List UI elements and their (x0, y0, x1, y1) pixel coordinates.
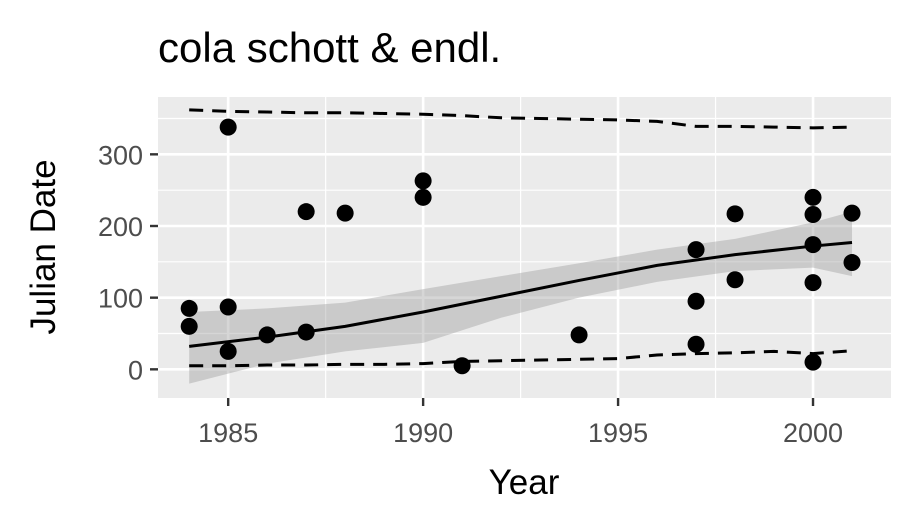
x-tick-label: 2000 (783, 418, 843, 448)
data-point (336, 204, 354, 222)
x-tick-label: 1995 (588, 418, 648, 448)
y-tick-label: 200 (98, 212, 143, 242)
x-tick-label: 1990 (393, 418, 453, 448)
data-point (687, 241, 705, 259)
data-point (726, 271, 744, 289)
data-point (453, 357, 471, 375)
axes: 1985 1990 1995 2000 0 100 200 300 (98, 140, 843, 448)
data-point (726, 205, 744, 223)
confidence-band-layer (189, 211, 853, 384)
y-axis-title: Julian Date (24, 159, 63, 334)
x-axis-title: Year (489, 463, 560, 502)
y-tick-label: 0 (128, 355, 143, 385)
data-point (414, 172, 432, 190)
data-point (180, 299, 198, 317)
data-point (219, 298, 237, 316)
data-point (180, 317, 198, 335)
chart-title: cola schott & endl. (158, 24, 501, 71)
data-point (570, 326, 588, 344)
data-point (414, 188, 432, 206)
data-point (297, 323, 315, 341)
data-point (687, 292, 705, 310)
data-point (804, 274, 822, 292)
data-point (219, 342, 237, 360)
x-tick-label: 1985 (198, 418, 258, 448)
data-point (219, 118, 237, 136)
y-tick-label: 100 (98, 284, 143, 314)
confidence-band (189, 211, 853, 384)
plot-panel (158, 97, 891, 398)
data-point (687, 335, 705, 353)
points-layer (180, 118, 861, 375)
data-point (843, 204, 861, 222)
data-point (297, 203, 315, 221)
upper-quantile-line (189, 108, 853, 130)
data-point (804, 353, 822, 371)
data-point (843, 254, 861, 272)
data-point (804, 236, 822, 254)
lower-quantile-line (189, 349, 853, 368)
data-point (804, 188, 822, 206)
y-tick-label: 300 (98, 140, 143, 170)
data-point (804, 206, 822, 224)
data-point (258, 326, 276, 344)
